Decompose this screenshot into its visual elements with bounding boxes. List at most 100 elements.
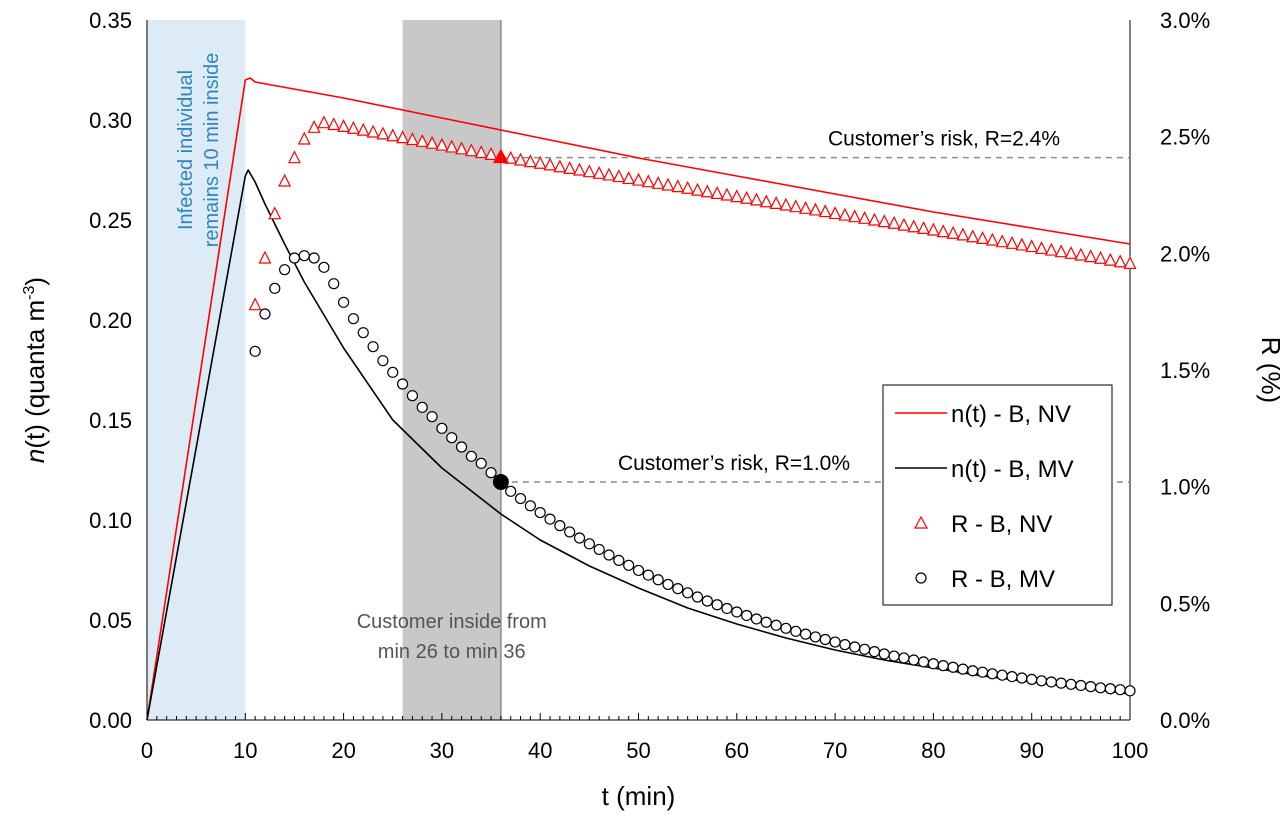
triangle-marker [985,232,999,246]
circle-marker [878,648,890,660]
triangle-marker [405,132,419,146]
circle-marker [573,532,586,544]
circle-marker [387,366,399,378]
y-left-tick-label: 0.20 [89,308,132,333]
circle-marker [682,587,694,599]
circle-marker [849,641,861,653]
circle-marker [957,663,969,675]
triangle-marker [877,214,891,228]
circle-marker [819,633,831,646]
triangle-marker [1005,235,1019,249]
triangle-marker [632,172,645,186]
triangle-marker [818,204,832,218]
y-left-tick-label: 0.05 [89,608,132,633]
triangle-marker [740,190,754,204]
triangle-marker [976,231,990,244]
circle-marker [760,616,772,628]
risk-reference-lines [500,156,1130,483]
circle-marker [338,296,350,308]
triangle-marker [956,227,970,241]
triangle-marker [278,173,292,187]
circle-marker [367,341,379,353]
circle-marker [279,264,291,276]
circle-marker [790,625,802,637]
circle-marker [1035,675,1048,687]
triangle-marker [789,199,803,213]
triangle-marker [936,224,950,238]
x-tick-label: 10 [233,738,257,763]
triangle-marker [464,143,478,157]
customer-note-line: min 26 to min 36 [378,641,526,663]
triangle-marker [602,167,616,181]
triangle-marker [661,177,675,191]
circle-marker [898,652,910,664]
circle-marker [564,526,576,538]
triangle-marker [917,221,931,234]
triangle-marker [622,171,636,185]
x-tick-label: 50 [626,738,650,763]
y-right-tick-label: 2.0% [1160,241,1210,266]
circle-marker [514,492,527,505]
legend: n(t) - B, NV n(t) - B, MV R - B, NV R - B, … [882,384,1113,606]
x-tick-label: 30 [430,738,454,763]
triangle-marker [691,182,704,196]
circle-marker [328,278,340,290]
triangle-marker [415,133,429,147]
triangle-marker [474,145,488,159]
circle-marker [868,646,881,658]
triangle-marker [1123,256,1137,269]
infected-note: Infected individual remains 10 min inside [175,53,223,248]
triangle-marker [848,209,862,223]
circle-marker [967,665,979,677]
triangle-marker [1084,249,1098,263]
triangle-marker [720,187,734,201]
circle-marker [1075,679,1087,692]
triangle-marker [641,174,655,188]
circle-marker [731,606,743,618]
circle-marker [465,450,477,462]
circle-marker [426,411,438,423]
circle-marker [652,574,664,586]
circle-marker [1016,672,1028,684]
triangle-marker [828,206,842,220]
x-tick-label: 70 [823,738,847,763]
triangle-marker [307,119,321,133]
x-axis-title: t (min) [602,781,676,811]
triangle-marker [317,115,331,129]
triangle-marker [386,128,400,142]
circle-marker [642,569,654,581]
circle-marker [416,401,428,413]
triangle-marker [730,189,744,203]
legend-swatch-triangle [913,515,929,529]
circle-marker [711,599,723,611]
y-right-tick-label: 1.5% [1160,358,1210,383]
circle-marker [377,355,389,367]
triangle-marker [1094,250,1107,264]
circle-marker [741,609,753,622]
circle-marker [632,564,645,577]
triangle-marker [533,155,547,169]
legend-label: n(t) - B, NV [951,401,1071,428]
circle-marker [927,658,940,670]
y-right-axis-title: R (%) [1256,337,1280,403]
triangle-marker [376,126,390,140]
circle-marker [288,252,301,264]
circle-marker [613,554,625,567]
circle-marker [917,656,930,668]
circle-marker [947,661,959,673]
circle-marker [829,636,841,648]
triangle-marker [287,150,301,164]
circle-marker [780,622,792,634]
labels: Infected individual remains 10 min inside… [175,53,1060,663]
circle-marker [524,500,536,512]
circle-marker [308,252,320,264]
circle-marker [1006,670,1018,683]
triangle-marker [1044,242,1058,256]
circle-marker [1085,681,1097,693]
triangle-marker [759,194,773,208]
circle-marker [544,513,556,525]
legend-box [882,384,1113,606]
triangle-marker [926,222,940,236]
triangle-marker [523,154,537,168]
circle-marker [800,628,812,640]
